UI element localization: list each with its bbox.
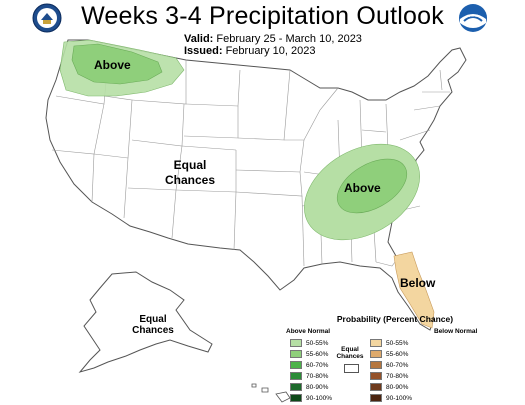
valid-dates-row: Valid: February 25 - March 10, 2023 xyxy=(184,33,362,45)
above-legend-label: 50-55% xyxy=(306,339,329,347)
above-legend-item: 90-100% xyxy=(290,394,332,402)
valid-label: Valid: xyxy=(184,33,214,45)
doc-seal-icon xyxy=(32,3,62,33)
noaa-logo-text: NOAA xyxy=(467,13,479,18)
above-legend-item: 70-80% xyxy=(290,372,328,380)
below-legend-label: 70-80% xyxy=(386,372,409,380)
above-legend-swatch xyxy=(290,350,302,358)
above-legend-label: 80-90% xyxy=(306,383,329,391)
issued-label: Issued: xyxy=(184,45,223,57)
noaa-logo-icon: NOAA xyxy=(459,4,487,32)
below-legend-swatch xyxy=(370,383,382,391)
above-legend-item: 50-55% xyxy=(290,339,328,347)
below-legend-swatch xyxy=(370,394,382,402)
above-legend-item: 80-90% xyxy=(290,383,328,391)
below-legend-item: 55-60% xyxy=(370,350,408,358)
below-legend-swatch xyxy=(370,350,382,358)
label-equal-alaska-line2: Chances xyxy=(132,325,174,336)
above-legend-label: 70-80% xyxy=(306,372,329,380)
below-legend-label: 60-70% xyxy=(386,361,409,369)
above-legend-swatch xyxy=(290,394,302,402)
below-legend-item: 50-55% xyxy=(370,339,408,347)
below-legend-swatch xyxy=(370,361,382,369)
legend-below-heading: Below Normal xyxy=(434,328,478,335)
page-title: Weeks 3-4 Precipitation Outlook xyxy=(81,2,444,30)
label-equal-conus-line1: Equal xyxy=(173,158,207,172)
label-below-florida: Below xyxy=(400,276,436,290)
below-legend-item: 70-80% xyxy=(370,372,408,380)
above-region-ohio-inner xyxy=(337,158,407,214)
below-legend-item: 60-70% xyxy=(370,361,408,369)
legend-equal-line1: Equal xyxy=(341,346,359,353)
label-equal-conus-line2: Chances xyxy=(164,173,216,187)
above-legend-label: 90-100% xyxy=(306,394,333,402)
above-region-northwest-inner xyxy=(71,43,163,85)
below-legend-label: 90-100% xyxy=(386,394,413,402)
below-legend-label: 50-55% xyxy=(386,339,409,347)
hawaii-outline xyxy=(251,383,291,403)
above-legend-label: 55-60% xyxy=(306,350,329,358)
alaska-outline xyxy=(78,271,213,373)
above-legend-label: 60-70% xyxy=(306,361,329,369)
above-legend-swatch xyxy=(290,339,302,347)
issued-date: February 10, 2023 xyxy=(225,45,316,57)
label-above-ohio: Above xyxy=(344,181,381,195)
legend-equal-line2: Chances xyxy=(336,353,364,360)
below-legend-swatch xyxy=(370,372,382,380)
below-region-florida xyxy=(393,251,435,329)
label-above-northwest: Above xyxy=(94,58,131,72)
below-legend-item: 90-100% xyxy=(370,394,412,402)
legend-above-heading: Above Normal xyxy=(286,328,331,335)
below-legend-label: 80-90% xyxy=(386,383,409,391)
legend-equal-swatch xyxy=(344,364,359,373)
legend-title: Probability (Percent Chance) xyxy=(336,314,454,324)
above-legend-swatch xyxy=(290,361,302,369)
above-legend-item: 55-60% xyxy=(290,350,328,358)
below-legend-label: 55-60% xyxy=(386,350,409,358)
issued-date-row: Issued: February 10, 2023 xyxy=(184,45,315,57)
below-legend-swatch xyxy=(370,339,382,347)
label-equal-alaska-line1: Equal xyxy=(139,314,167,325)
valid-dates: February 25 - March 10, 2023 xyxy=(216,33,362,45)
above-legend-item: 60-70% xyxy=(290,361,328,369)
above-legend-swatch xyxy=(290,372,302,380)
below-legend-item: 80-90% xyxy=(370,383,408,391)
above-legend-swatch xyxy=(290,383,302,391)
